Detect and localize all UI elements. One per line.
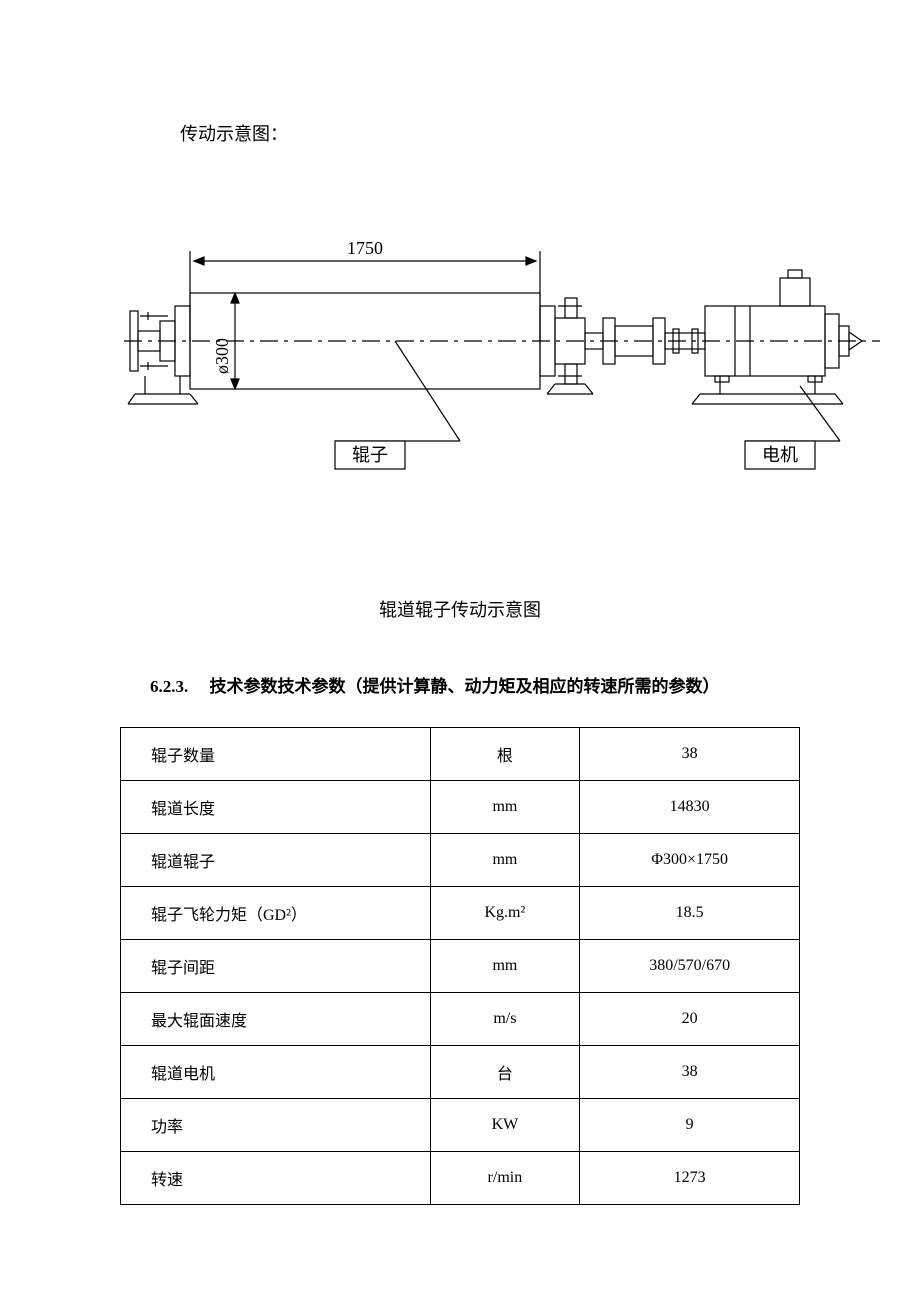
cell-unit: KW bbox=[430, 1099, 580, 1152]
roller-transmission-svg: 1750 ø300 bbox=[120, 226, 880, 506]
table-row: 辊道电机 台 38 bbox=[121, 1046, 800, 1099]
cell-param: 最大辊面速度 bbox=[121, 993, 431, 1046]
label-roller-text: 辊子 bbox=[352, 445, 388, 465]
cell-unit: r/min bbox=[430, 1152, 580, 1205]
cell-param: 辊道长度 bbox=[121, 781, 431, 834]
cell-unit: 根 bbox=[430, 728, 580, 781]
dim-length-text: 1750 bbox=[347, 238, 383, 258]
table-row: 功率 KW 9 bbox=[121, 1099, 800, 1152]
cell-value: 380/570/670 bbox=[580, 940, 800, 993]
dim-diameter-text: ø300 bbox=[212, 338, 232, 374]
cell-unit: m/s bbox=[430, 993, 580, 1046]
cell-param: 辊子飞轮力矩（GD²） bbox=[121, 887, 431, 940]
table-row: 辊子数量 根 38 bbox=[121, 728, 800, 781]
cell-param: 辊子间距 bbox=[121, 940, 431, 993]
table-row: 辊子飞轮力矩（GD²） Kg.m² 18.5 bbox=[121, 887, 800, 940]
cell-value: 14830 bbox=[580, 781, 800, 834]
cell-param: 辊子数量 bbox=[121, 728, 431, 781]
cell-unit: Kg.m² bbox=[430, 887, 580, 940]
spec-table: 辊子数量 根 38 辊道长度 mm 14830 辊道辊子 mm Φ300×175… bbox=[120, 727, 800, 1205]
label-motor-text: 电机 bbox=[762, 445, 798, 465]
cell-value: 38 bbox=[580, 728, 800, 781]
cell-unit: mm bbox=[430, 940, 580, 993]
cell-value: 20 bbox=[580, 993, 800, 1046]
cell-unit: mm bbox=[430, 781, 580, 834]
table-row: 辊道长度 mm 14830 bbox=[121, 781, 800, 834]
cell-param: 转速 bbox=[121, 1152, 431, 1205]
table-row: 辊道辊子 mm Φ300×1750 bbox=[121, 834, 800, 887]
cell-value: 1273 bbox=[580, 1152, 800, 1205]
cell-param: 功率 bbox=[121, 1099, 431, 1152]
cell-value: Φ300×1750 bbox=[580, 834, 800, 887]
transmission-diagram: 1750 ø300 bbox=[120, 226, 800, 506]
table-row: 辊子间距 mm 380/570/670 bbox=[121, 940, 800, 993]
cell-value: 38 bbox=[580, 1046, 800, 1099]
cell-value: 9 bbox=[580, 1099, 800, 1152]
table-row: 转速 r/min 1273 bbox=[121, 1152, 800, 1205]
intro-text: 传动示意图： bbox=[180, 120, 800, 146]
cell-unit: 台 bbox=[430, 1046, 580, 1099]
table-row: 最大辊面速度 m/s 20 bbox=[121, 993, 800, 1046]
cell-value: 18.5 bbox=[580, 887, 800, 940]
cell-param: 辊道辊子 bbox=[121, 834, 431, 887]
section-heading: 6.2.3. 技术参数技术参数（提供计算静、动力矩及相应的转速所需的参数） bbox=[150, 672, 800, 697]
diagram-caption: 辊道辊子传动示意图 bbox=[120, 596, 800, 622]
cell-unit: mm bbox=[430, 834, 580, 887]
cell-param: 辊道电机 bbox=[121, 1046, 431, 1099]
